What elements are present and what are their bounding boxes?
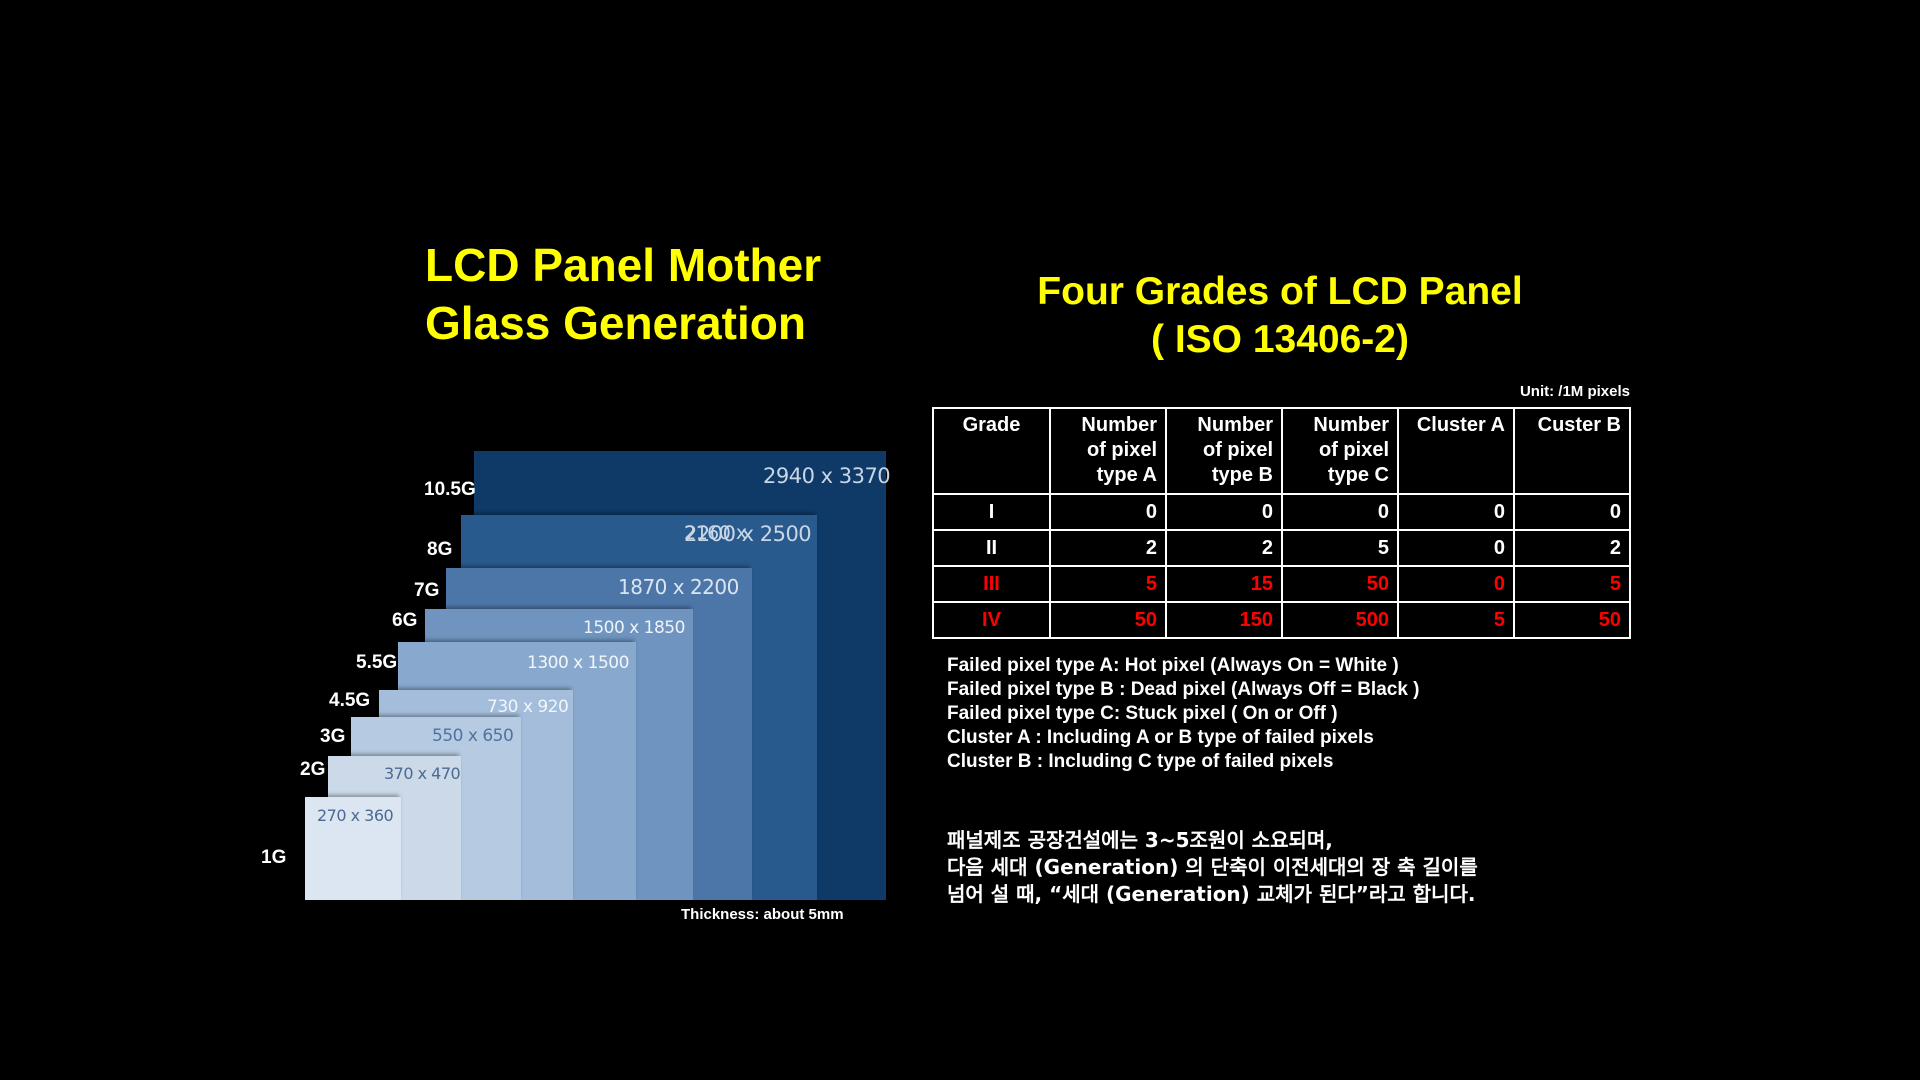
table-cell: 50 — [1281, 565, 1399, 603]
header-grade: Grade — [932, 407, 1051, 495]
size-label-8g: 2200 x 2500 — [684, 522, 812, 546]
glass-generation-title-line-2: Glass Generation — [425, 297, 806, 349]
thickness-note: Thickness: about 5mm — [681, 906, 844, 923]
korean-line: 패널제조 공장건설에는 3~5조원이 소요되며, — [947, 828, 1333, 852]
grade-cell: I — [932, 493, 1051, 531]
table-cell: 50 — [1513, 601, 1631, 639]
definition-line: Cluster B : Including C type of failed p… — [947, 751, 1334, 772]
gen-label-7g: 7G — [414, 580, 440, 601]
grades-table: Grade Number of pixel type A Number of p… — [932, 407, 1631, 639]
glass-generation-title-line-1: LCD Panel Mother — [425, 239, 822, 291]
table-cell: 0 — [1397, 493, 1515, 531]
table-cell: 0 — [1281, 493, 1399, 531]
table-cell: 2 — [1513, 529, 1631, 567]
table-cell: 2 — [1165, 529, 1283, 567]
table-cell: 0 — [1513, 493, 1631, 531]
size-label-3g: 550 x 650 — [432, 726, 514, 746]
table-cell: 2 — [1049, 529, 1167, 567]
table-cell: 0 — [1397, 565, 1515, 603]
table-cell: 5 — [1397, 601, 1515, 639]
grade-cell: II — [932, 529, 1051, 567]
grade-cell: III — [932, 565, 1051, 603]
table-cell: 15 — [1165, 565, 1283, 603]
gen-label-4-5g: 4.5G — [329, 690, 371, 711]
panel-1g — [305, 797, 401, 900]
table-cell: 0 — [1397, 529, 1515, 567]
gen-label-10-5g: 10.5G — [424, 479, 476, 500]
table-cell: 500 — [1281, 601, 1399, 639]
size-label-1g: 270 x 360 — [317, 806, 394, 825]
korean-explanation: 패널제조 공장건설에는 3~5조원이 소요되며, 다음 세대 (Generati… — [947, 827, 1478, 908]
table-cell: 0 — [1165, 493, 1283, 531]
header-cluster-b: Custer B — [1513, 407, 1631, 495]
header-pixel-type-c: Number of pixel type C — [1281, 407, 1399, 495]
table-cell: 5 — [1513, 565, 1631, 603]
grade-cell: IV — [932, 601, 1051, 639]
failure-definitions: Failed pixel type A: Hot pixel (Always O… — [947, 654, 1420, 774]
size-label-4-5g: 730 x 920 — [487, 697, 569, 717]
definition-line: Failed pixel type A: Hot pixel (Always O… — [947, 655, 1399, 676]
size-label-2g: 370 x 470 — [384, 764, 461, 783]
korean-line: 다음 세대 (Generation) 의 단축이 이전세대의 장 축 길이를 — [947, 855, 1478, 879]
gen-label-3g: 3G — [320, 726, 346, 747]
size-label-7g: 1870 x 2200 — [618, 575, 739, 599]
gen-label-6g: 6G — [392, 610, 418, 631]
size-label-10-5g: 2940 x 3370 — [763, 464, 891, 488]
definition-line: Cluster A : Including A or B type of fai… — [947, 727, 1374, 748]
table-cell: 5 — [1049, 565, 1167, 603]
grades-title: Four Grades of LCD Panel ( ISO 13406-2) — [1000, 268, 1560, 364]
header-pixel-type-b: Number of pixel type B — [1165, 407, 1283, 495]
gen-label-2g: 2G — [300, 759, 326, 780]
header-cluster-a: Cluster A — [1397, 407, 1515, 495]
gen-label-1g: 1G — [261, 847, 287, 868]
table-cell: 50 — [1049, 601, 1167, 639]
size-label-6g: 1500 x 1850 — [583, 618, 685, 638]
grades-title-line-1: Four Grades of LCD Panel — [1037, 270, 1523, 313]
table-cell: 150 — [1165, 601, 1283, 639]
korean-line: 넘어 설 때, “세대 (Generation) 교체가 된다”라고 합니다. — [947, 882, 1476, 906]
unit-note: Unit: /1M pixels — [1519, 383, 1630, 400]
size-label-8g-overlap: 2160 x — [684, 522, 747, 544]
grades-title-line-2: ( ISO 13406-2) — [1151, 318, 1409, 361]
table-row-highlighted: III 5 15 50 0 5 — [932, 565, 1631, 603]
gen-label-5-5g: 5.5G — [356, 652, 398, 673]
table-row-highlighted: IV 50 150 500 5 50 — [932, 601, 1631, 639]
table-row: I 0 0 0 0 0 — [932, 493, 1631, 531]
definition-line: Failed pixel type C: Stuck pixel ( On or… — [947, 703, 1338, 724]
glass-generation-title: LCD Panel Mother Glass Generation — [425, 236, 945, 352]
size-label-5-5g: 1300 x 1500 — [527, 653, 629, 673]
header-pixel-type-a: Number of pixel type A — [1049, 407, 1167, 495]
table-header-row: Grade Number of pixel type A Number of p… — [932, 407, 1631, 495]
table-cell: 5 — [1281, 529, 1399, 567]
table-row: II 2 2 5 0 2 — [932, 529, 1631, 567]
table-cell: 0 — [1049, 493, 1167, 531]
gen-label-8g: 8G — [427, 539, 453, 560]
definition-line: Failed pixel type B : Dead pixel (Always… — [947, 679, 1420, 700]
